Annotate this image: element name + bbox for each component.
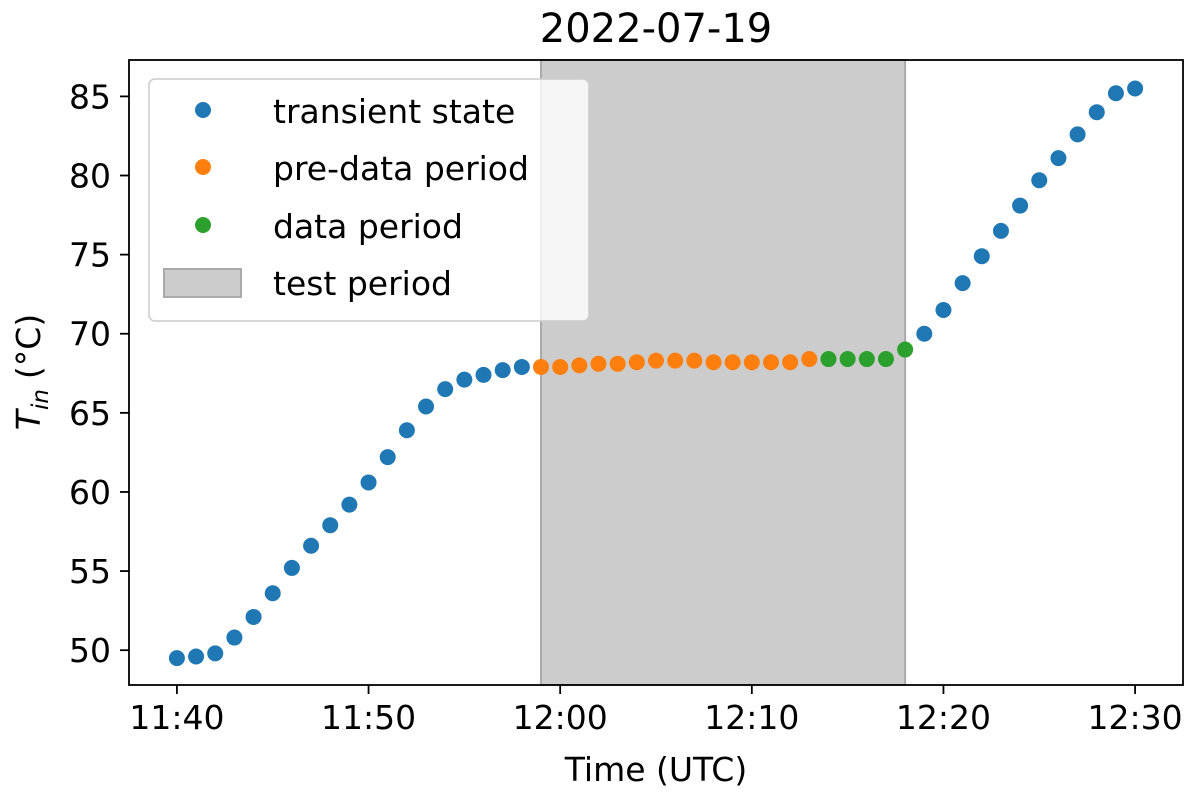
- data-point: [724, 354, 741, 371]
- data-point: [475, 366, 492, 383]
- y-axis-label-symbol: T: [9, 407, 48, 430]
- data-point: [705, 354, 722, 371]
- legend-marker: [195, 102, 211, 118]
- data-point: [877, 351, 894, 368]
- data-point: [1031, 172, 1048, 189]
- data-point: [207, 645, 224, 662]
- data-point: [283, 559, 300, 576]
- data-point: [513, 358, 530, 375]
- data-point: [264, 585, 281, 602]
- x-tick-label: 11:50: [321, 698, 416, 737]
- data-point: [858, 351, 875, 368]
- x-axis-ticks: 11:40 11:50 12:00 12:10 12:20 12:30: [129, 685, 1183, 737]
- y-tick-label: 65: [69, 394, 111, 433]
- legend-marker: [195, 217, 211, 233]
- data-point: [533, 358, 550, 375]
- y-tick-label: 70: [69, 315, 111, 354]
- y-tick-label: 60: [69, 473, 111, 512]
- data-point: [916, 325, 933, 342]
- y-tick-label: 50: [69, 631, 111, 670]
- data-point: [456, 371, 473, 388]
- data-point: [1012, 197, 1029, 214]
- data-point: [609, 355, 626, 372]
- data-point: [897, 341, 914, 358]
- y-axis-label-subscript: in: [28, 389, 54, 410]
- data-point: [226, 629, 243, 646]
- data-point: [571, 357, 588, 374]
- test-period-band: [540, 59, 907, 686]
- y-axis-label: Tin (°C): [9, 314, 54, 430]
- data-point: [341, 496, 358, 513]
- legend-label: pre-data period: [273, 149, 529, 188]
- data-point: [437, 381, 454, 398]
- data-point: [494, 362, 511, 379]
- data-point: [1069, 126, 1086, 143]
- data-point: [954, 275, 971, 292]
- legend-label: transient state: [273, 92, 515, 131]
- data-point: [801, 351, 818, 368]
- y-tick-label: 85: [69, 77, 111, 116]
- data-point: [245, 608, 262, 625]
- data-point: [418, 398, 435, 415]
- data-point: [552, 358, 569, 375]
- series-transient-state: [168, 80, 1144, 667]
- legend-label: test period: [273, 264, 452, 303]
- data-point: [820, 351, 837, 368]
- data-point: [628, 354, 645, 371]
- axes-frame: [128, 59, 1184, 686]
- data-point: [1050, 150, 1067, 167]
- data-point: [743, 354, 760, 371]
- x-tick-label: 12:20: [896, 698, 991, 737]
- data-point: [839, 351, 856, 368]
- y-tick-label: 55: [69, 552, 111, 591]
- x-tick-label: 12:00: [513, 698, 608, 737]
- data-point: [686, 352, 703, 369]
- x-axis-label: Time (UTC): [564, 750, 747, 789]
- legend-frame: [148, 78, 590, 322]
- data-point: [973, 248, 990, 265]
- data-point: [322, 517, 339, 534]
- y-axis-ticks: 50 55 60 65 70 75 80 85: [69, 77, 129, 670]
- data-point: [188, 648, 205, 665]
- x-tick-label: 11:40: [129, 698, 224, 737]
- data-point: [762, 354, 779, 371]
- legend-swatch-test-period: [163, 268, 242, 298]
- data-point: [168, 650, 185, 667]
- x-tick-label: 12:10: [704, 698, 799, 737]
- data-point: [992, 222, 1009, 239]
- data-point: [398, 422, 415, 439]
- data-point: [1127, 80, 1144, 97]
- plot-area: [168, 59, 1144, 686]
- data-point: [1107, 85, 1124, 102]
- series-pre-data-period: [533, 351, 818, 375]
- data-point: [1088, 104, 1105, 121]
- chart-title: 2022-07-19: [540, 6, 772, 52]
- data-point: [303, 537, 320, 554]
- y-axis-label-unit: (°C): [9, 314, 48, 379]
- legend-marker: [195, 159, 211, 175]
- y-tick-label: 80: [69, 157, 111, 196]
- data-point: [935, 302, 952, 318]
- data-point: [360, 474, 377, 491]
- data-point: [379, 449, 396, 466]
- y-tick-label: 75: [69, 236, 111, 275]
- x-tick-label: 12:30: [1088, 698, 1183, 737]
- data-point: [590, 355, 607, 372]
- data-point: [648, 352, 664, 369]
- data-point: [782, 354, 799, 371]
- series-data-period: [820, 341, 914, 368]
- legend: transient state pre-data period data perio…: [148, 78, 590, 322]
- data-point: [667, 352, 684, 369]
- legend-label: data period: [273, 207, 463, 246]
